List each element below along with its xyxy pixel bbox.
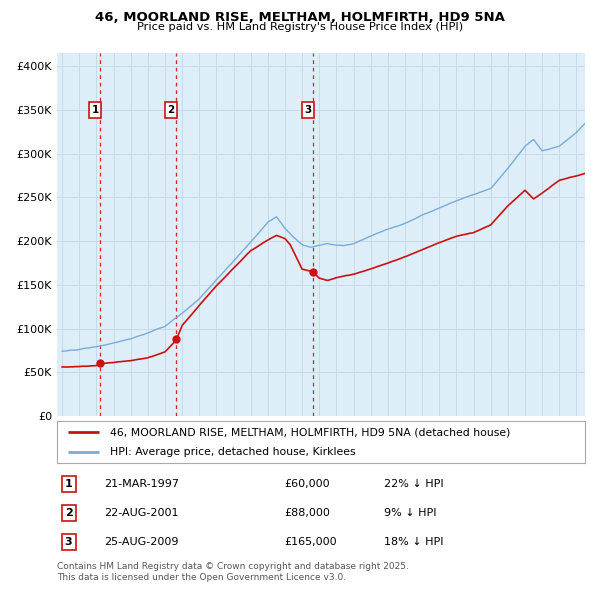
Text: 9% ↓ HPI: 9% ↓ HPI — [385, 508, 437, 517]
Text: 1: 1 — [65, 479, 73, 489]
Text: 1: 1 — [91, 105, 98, 115]
Text: HPI: Average price, detached house, Kirklees: HPI: Average price, detached house, Kirk… — [110, 447, 355, 457]
Text: 21-MAR-1997: 21-MAR-1997 — [104, 479, 179, 489]
Text: 46, MOORLAND RISE, MELTHAM, HOLMFIRTH, HD9 5NA (detached house): 46, MOORLAND RISE, MELTHAM, HOLMFIRTH, H… — [110, 427, 510, 437]
Text: 2: 2 — [167, 105, 175, 115]
Text: 18% ↓ HPI: 18% ↓ HPI — [385, 537, 444, 548]
Text: £165,000: £165,000 — [284, 537, 337, 548]
Text: Contains HM Land Registry data © Crown copyright and database right 2025.
This d: Contains HM Land Registry data © Crown c… — [57, 562, 409, 582]
Text: 2: 2 — [65, 508, 73, 517]
Text: 3: 3 — [65, 537, 73, 548]
Text: 22% ↓ HPI: 22% ↓ HPI — [385, 479, 444, 489]
Text: £60,000: £60,000 — [284, 479, 329, 489]
Text: 46, MOORLAND RISE, MELTHAM, HOLMFIRTH, HD9 5NA: 46, MOORLAND RISE, MELTHAM, HOLMFIRTH, H… — [95, 11, 505, 24]
Text: 22-AUG-2001: 22-AUG-2001 — [104, 508, 179, 517]
Text: £88,000: £88,000 — [284, 508, 330, 517]
Text: 25-AUG-2009: 25-AUG-2009 — [104, 537, 179, 548]
Text: Price paid vs. HM Land Registry's House Price Index (HPI): Price paid vs. HM Land Registry's House … — [137, 22, 463, 32]
Text: 3: 3 — [305, 105, 312, 115]
